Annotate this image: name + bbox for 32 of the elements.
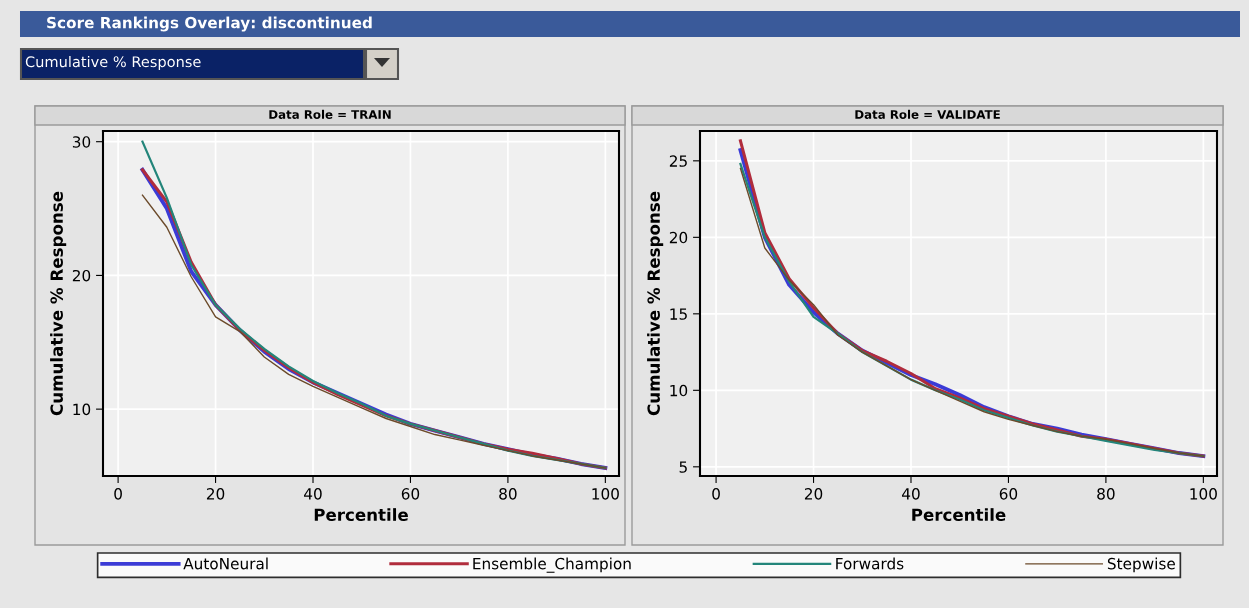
x-tick-label: 80	[499, 488, 517, 500]
legend-label: Ensemble_Champion	[473, 557, 631, 573]
x-tick-label: 80	[1097, 488, 1115, 500]
x-tick-label: 40	[304, 488, 322, 500]
y-tick-label: 20	[72, 269, 91, 282]
text: Cumulative % Response	[25, 55, 201, 71]
x-tick-label: 0	[712, 488, 720, 500]
chart-title: Data Role = VALIDATE	[855, 109, 1000, 119]
legend-label: Stepwise	[1107, 557, 1175, 573]
x-tick-label: 60	[401, 488, 420, 500]
x-tick-label: 20	[206, 488, 225, 500]
y-axis-title: Cumulative % Response	[647, 191, 664, 416]
legend-label: AutoNeural	[183, 557, 268, 570]
y-tick-label: 25	[669, 155, 687, 167]
x-tick-label: 100	[1190, 488, 1217, 500]
y-tick-label: 5	[679, 461, 687, 473]
x-axis-title: Percentile	[912, 508, 1006, 522]
x-tick-label: 40	[902, 488, 920, 500]
legend-label: Forwards	[836, 557, 904, 570]
y-tick-label: 15	[670, 308, 687, 320]
y-tick-label: 30	[72, 136, 91, 148]
y-axis-title: Cumulative % Response	[50, 191, 67, 416]
y-tick-label: 10	[73, 403, 91, 416]
y-tick-label: 10	[670, 384, 688, 397]
text: Score Rankings Overlay: discontinued	[47, 16, 372, 32]
x-axis-title: Percentile	[314, 508, 408, 522]
x-tick-label: 0	[114, 488, 122, 500]
y-tick-label: 20	[669, 231, 688, 244]
x-tick-label: 60	[999, 488, 1018, 500]
x-tick-label: 20	[804, 488, 823, 500]
chart-title: Data Role = TRAIN	[269, 109, 391, 119]
x-tick-label: 100	[592, 488, 619, 500]
